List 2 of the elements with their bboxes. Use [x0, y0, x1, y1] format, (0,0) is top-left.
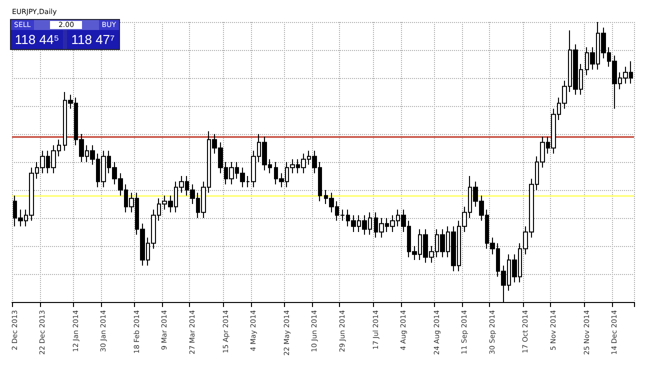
annotation: 118 47⁷: [67, 30, 119, 49]
annotation: 118 44⁵: [11, 30, 63, 49]
